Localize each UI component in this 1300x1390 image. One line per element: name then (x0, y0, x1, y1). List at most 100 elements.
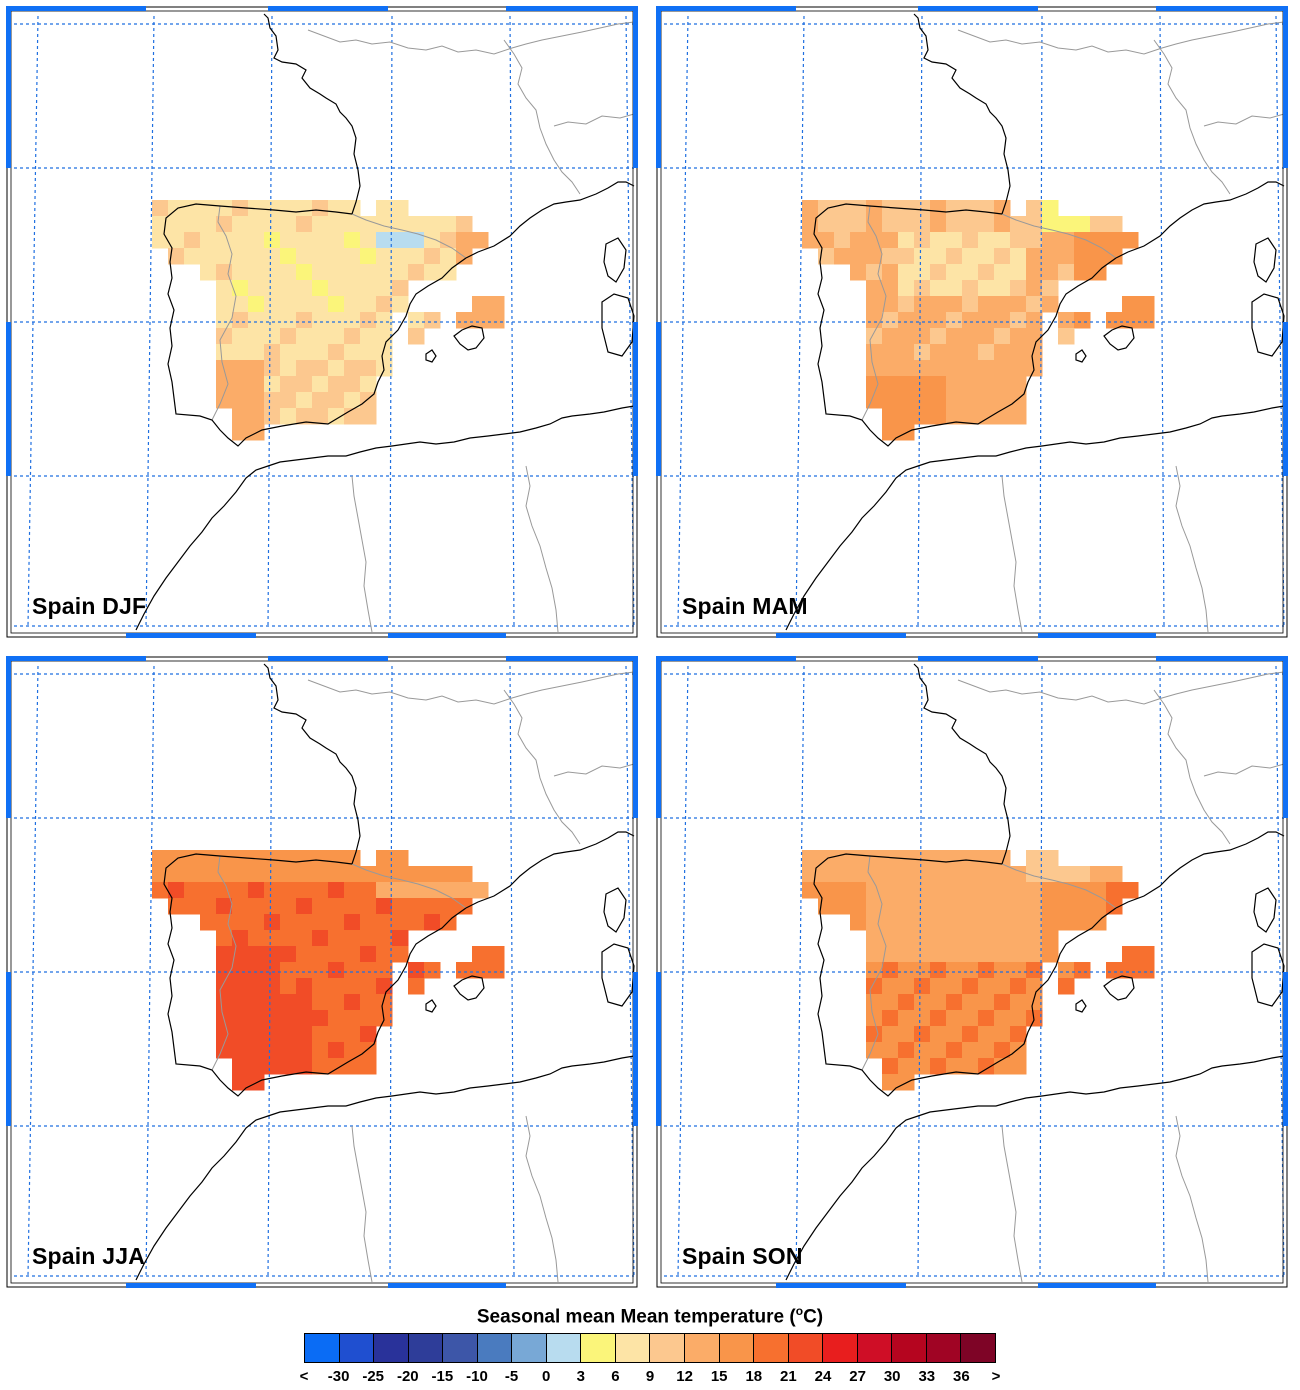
grid-cell (1026, 200, 1043, 217)
grid-cell (898, 914, 915, 931)
grid-cell (184, 898, 201, 915)
grid-cell (216, 216, 233, 233)
grid-cell (376, 962, 393, 979)
grid-cell (360, 914, 377, 931)
grid-cell (264, 408, 281, 425)
grid-cell (1026, 946, 1043, 963)
border-line (1175, 1115, 1209, 1283)
island-outline (601, 943, 635, 1007)
island-outline (1251, 293, 1285, 357)
grid-cell (1042, 296, 1059, 313)
grid-cell (264, 264, 281, 281)
grid-cell (456, 882, 473, 899)
grid-cell (344, 882, 361, 899)
grid-cell (930, 930, 947, 947)
grid-cell (930, 216, 947, 233)
grid-cell (1042, 946, 1059, 963)
grid-cell (1042, 850, 1059, 867)
grid-cell (1042, 280, 1059, 297)
grid-cell (1010, 994, 1027, 1011)
grid-cell (1010, 248, 1027, 265)
grid-cell (216, 376, 233, 393)
grid-cell (866, 360, 883, 377)
grid-cell (930, 882, 947, 899)
border-line (1153, 39, 1231, 195)
coastline (785, 13, 1285, 631)
grid-cell (408, 882, 425, 899)
grid-cell (312, 1042, 329, 1059)
frame-tick-left (6, 322, 11, 476)
grid-cell (994, 360, 1011, 377)
graticule-line (1039, 665, 1043, 1279)
frame-tick-left (656, 972, 661, 1126)
legend-swatch (754, 1334, 789, 1362)
frame-tick-left (6, 6, 11, 168)
grid-cell (962, 328, 979, 345)
grid-cell (360, 994, 377, 1011)
coast-line (465, 831, 635, 909)
grid-cell (376, 280, 393, 297)
grid-cell (296, 1010, 313, 1027)
grid-cell (248, 232, 265, 249)
grid-cell (248, 360, 265, 377)
grid-cell (914, 898, 931, 915)
grid-cell (328, 344, 345, 361)
frame-tick-bottom (126, 633, 256, 638)
grid-cell (1010, 296, 1027, 313)
border-line (1153, 689, 1231, 845)
grid-cell (296, 978, 313, 995)
grid-cell (914, 200, 931, 217)
grid-cell (328, 866, 345, 883)
grid-cell (866, 962, 883, 979)
grid-cell (946, 248, 963, 265)
grid-cell (1138, 962, 1155, 979)
grid-cell (962, 994, 979, 1011)
grid-cell (962, 360, 979, 377)
grid-cell (866, 248, 883, 265)
island-outline (1075, 999, 1087, 1013)
grid-cell (946, 1042, 963, 1059)
legend-tick-label: -30 (327, 1368, 350, 1385)
grid-cell (296, 898, 313, 915)
grid-cell (962, 1010, 979, 1027)
grid-cell (360, 296, 377, 313)
border-line (861, 205, 887, 421)
grid-cell (1090, 248, 1107, 265)
grid-cell (360, 232, 377, 249)
grid-cell (312, 216, 329, 233)
grid-cell (392, 264, 409, 281)
grid-cell (1010, 376, 1027, 393)
grid-cell (344, 376, 361, 393)
grid-cell (914, 882, 931, 899)
grid-cell (866, 898, 883, 915)
grid-cell (882, 1026, 899, 1043)
grid-cell (1074, 216, 1091, 233)
grid-cell (360, 898, 377, 915)
frame-ticks (6, 656, 638, 1288)
legend-tick-label: 9 (645, 1368, 655, 1385)
grid-cell (344, 248, 361, 265)
grid-cell (914, 232, 931, 249)
legend-tick-label: 12 (676, 1368, 693, 1385)
graticule-line (917, 15, 923, 629)
grid-cell (216, 866, 233, 883)
border-line (503, 689, 581, 845)
island-outline (453, 975, 485, 1001)
grid-cell (232, 248, 249, 265)
grid-cell (946, 392, 963, 409)
legend-swatch (961, 1334, 995, 1362)
grid-cell (1122, 296, 1139, 313)
grid-cell (152, 232, 169, 249)
grid-cell (930, 280, 947, 297)
grid-cell (296, 360, 313, 377)
grid-cell (280, 962, 297, 979)
grid-cell (898, 248, 915, 265)
grid-cell (914, 1058, 931, 1075)
grid-cell (898, 280, 915, 297)
grid-cell (1058, 328, 1075, 345)
grid-cell (312, 344, 329, 361)
grid-cell (376, 296, 393, 313)
grid-cell (168, 898, 185, 915)
frame-tick-top (1156, 6, 1288, 11)
grid-cell (200, 866, 217, 883)
